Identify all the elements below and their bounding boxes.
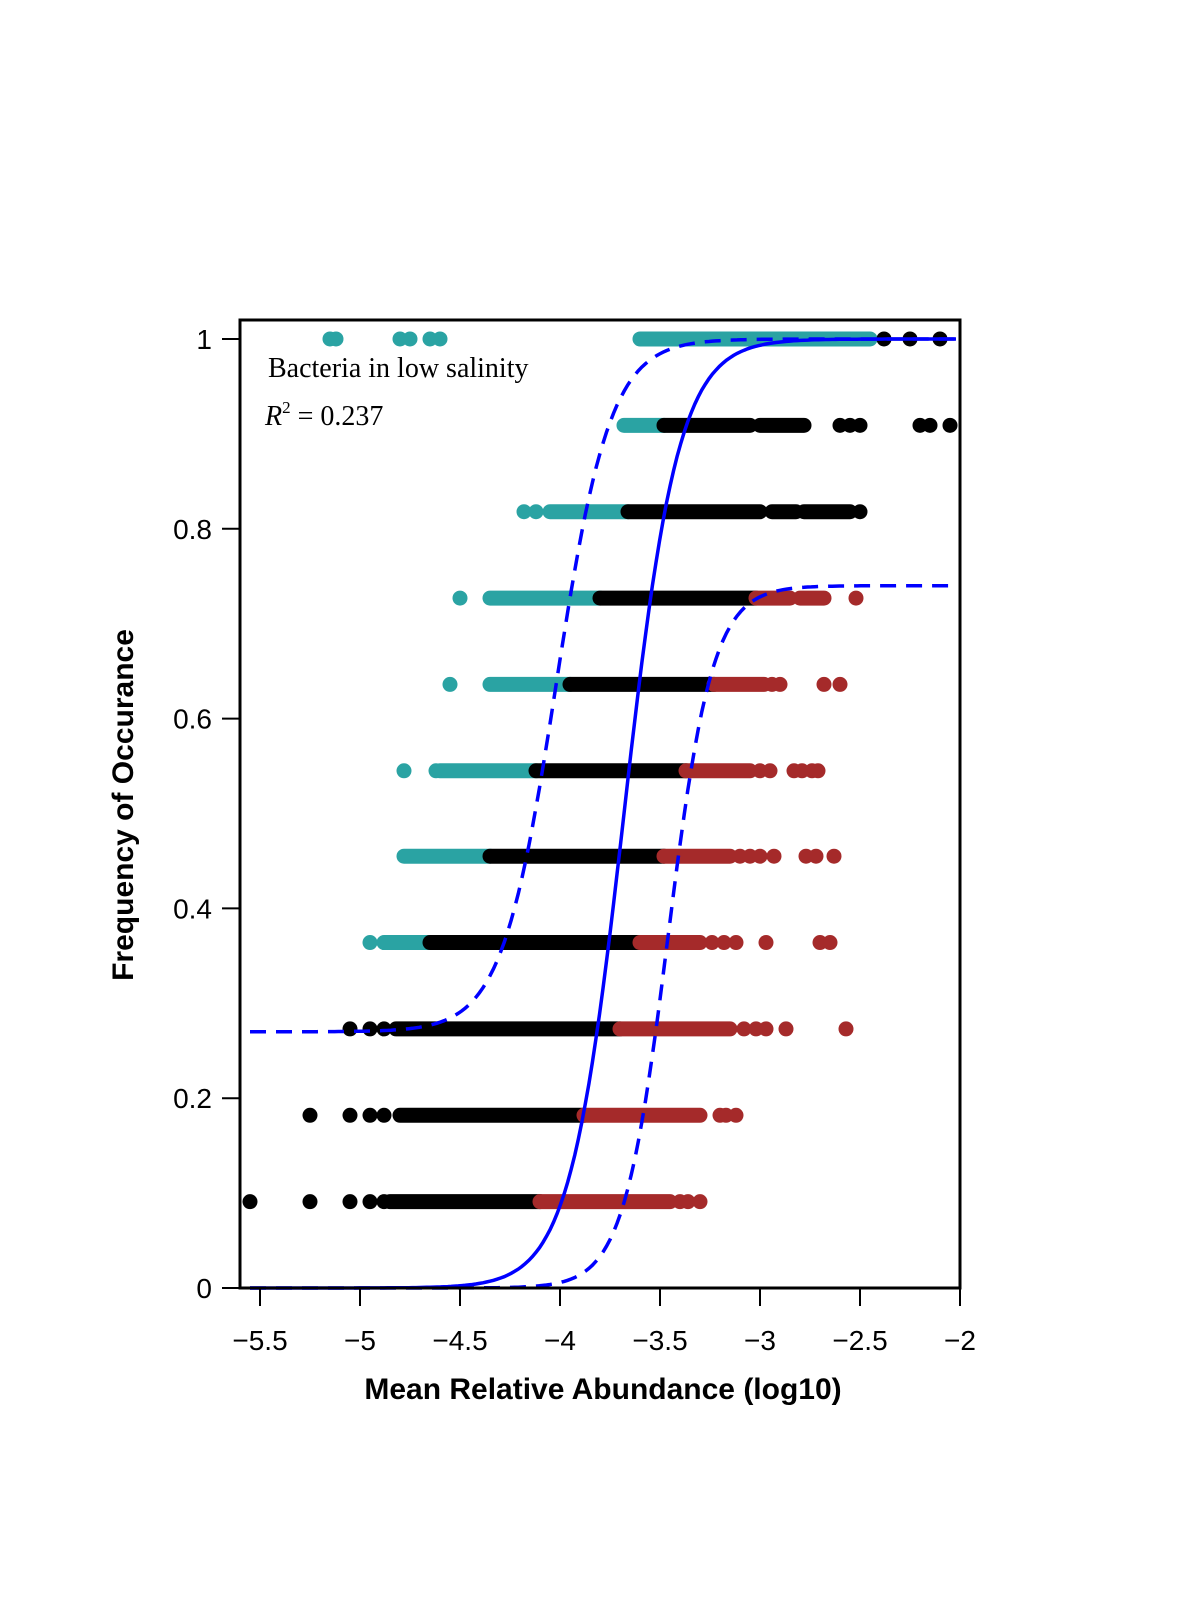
data-point [716,935,732,951]
data-point [376,1194,392,1210]
data-point [816,676,832,692]
data-point [736,1021,752,1037]
data-point [680,1194,696,1210]
series-neutral-row-24 [656,417,958,433]
data-point [396,763,412,779]
data-point [852,417,868,433]
y-tick-label: 0.6 [173,704,212,735]
data-point [766,848,782,864]
series-neutral-row-4 [342,1021,628,1037]
data-point [362,1194,378,1210]
data-point [442,676,458,692]
r-squared-annotation: R2 = 0.237 [264,398,383,432]
x-tick-label: −3.5 [632,1325,687,1356]
series-above-row-12 [396,763,544,779]
series-below-row-5 [612,1021,854,1037]
r-squared-symbol: R [264,401,282,432]
data-point [692,1194,708,1210]
x-tick-label: −5.5 [232,1325,287,1356]
x-tick-label: −2 [944,1325,976,1356]
x-tick-label: −2.5 [832,1325,887,1356]
data-point [402,331,418,347]
series-below-row-8 [632,935,838,951]
y-tick-label: 0.8 [173,514,212,545]
data-point [762,763,778,779]
data-point [428,763,444,779]
data-point [822,935,838,951]
data-point [922,417,938,433]
data-point [452,590,468,606]
series-above-row-6 [362,935,438,951]
annotation-label: Bacteria in low salinity [268,353,529,384]
series-below-row-14 [678,763,826,779]
x-tick-label: −4.5 [432,1325,487,1356]
series-above-row-18 [452,590,608,606]
data-point [362,935,378,951]
data-point [528,504,544,520]
y-axis: 0 0.2 0.4 0.6 0.8 1 [173,324,240,1304]
series-below-row-11 [656,848,842,864]
y-axis-title: Frequency of Occurance [107,629,140,981]
data-point [808,848,824,864]
series-below-row-17 [706,676,848,692]
series-neutral-row-0 [242,1194,548,1210]
data-point [810,763,826,779]
data-point [942,417,958,433]
data-point [728,935,744,951]
data-point [704,935,720,951]
data-point [242,1194,258,1210]
r-squared-exponent: 2 [282,398,291,417]
upper-confidence-curve [250,337,956,1034]
data-point [432,331,448,347]
data-point [376,1107,392,1123]
data-point [778,1021,794,1037]
y-tick-label: 0 [196,1273,212,1304]
data-point [758,1021,774,1037]
data-point [342,1194,358,1210]
data-point [302,1107,318,1123]
data-point [826,848,842,864]
x-axis-title: Mean Relative Abundance (log10) [364,1373,841,1406]
data-point [302,1194,318,1210]
x-tick-label: −4 [544,1325,576,1356]
data-point [728,1107,744,1123]
series-below-row-3 [576,1107,744,1123]
data-point [832,676,848,692]
data-point [752,848,768,864]
series-above-row-21 [516,504,636,520]
data-point [362,1021,378,1037]
points-layer [242,331,958,1210]
data-point [758,935,774,951]
series-above-row-15 [442,676,578,692]
r-squared-value: = 0.237 [291,401,384,432]
data-point [516,504,532,520]
fit-curve [250,337,956,1290]
y-tick-label: 1 [196,324,212,355]
data-point [342,1021,358,1037]
data-point [848,590,864,606]
data-point [838,1021,854,1037]
x-axis: −5.5 −5 −4.5 −4 −3.5 −3 −2.5 −2 [232,1287,976,1356]
data-point [852,504,868,520]
series-below-row-20 [748,590,864,606]
data-point [342,1107,358,1123]
y-tick-label: 0.2 [173,1083,212,1114]
x-tick-label: −5 [344,1325,376,1356]
series-neutral-row-2 [302,1107,592,1123]
data-point [772,676,788,692]
y-tick-label: 0.4 [173,893,212,924]
x-tick-label: −3 [744,1325,776,1356]
plot-frame [238,318,962,1290]
data-point [328,331,344,347]
data-point [362,1107,378,1123]
curves-layer [250,337,956,1290]
series-neutral-row-22 [620,504,868,520]
